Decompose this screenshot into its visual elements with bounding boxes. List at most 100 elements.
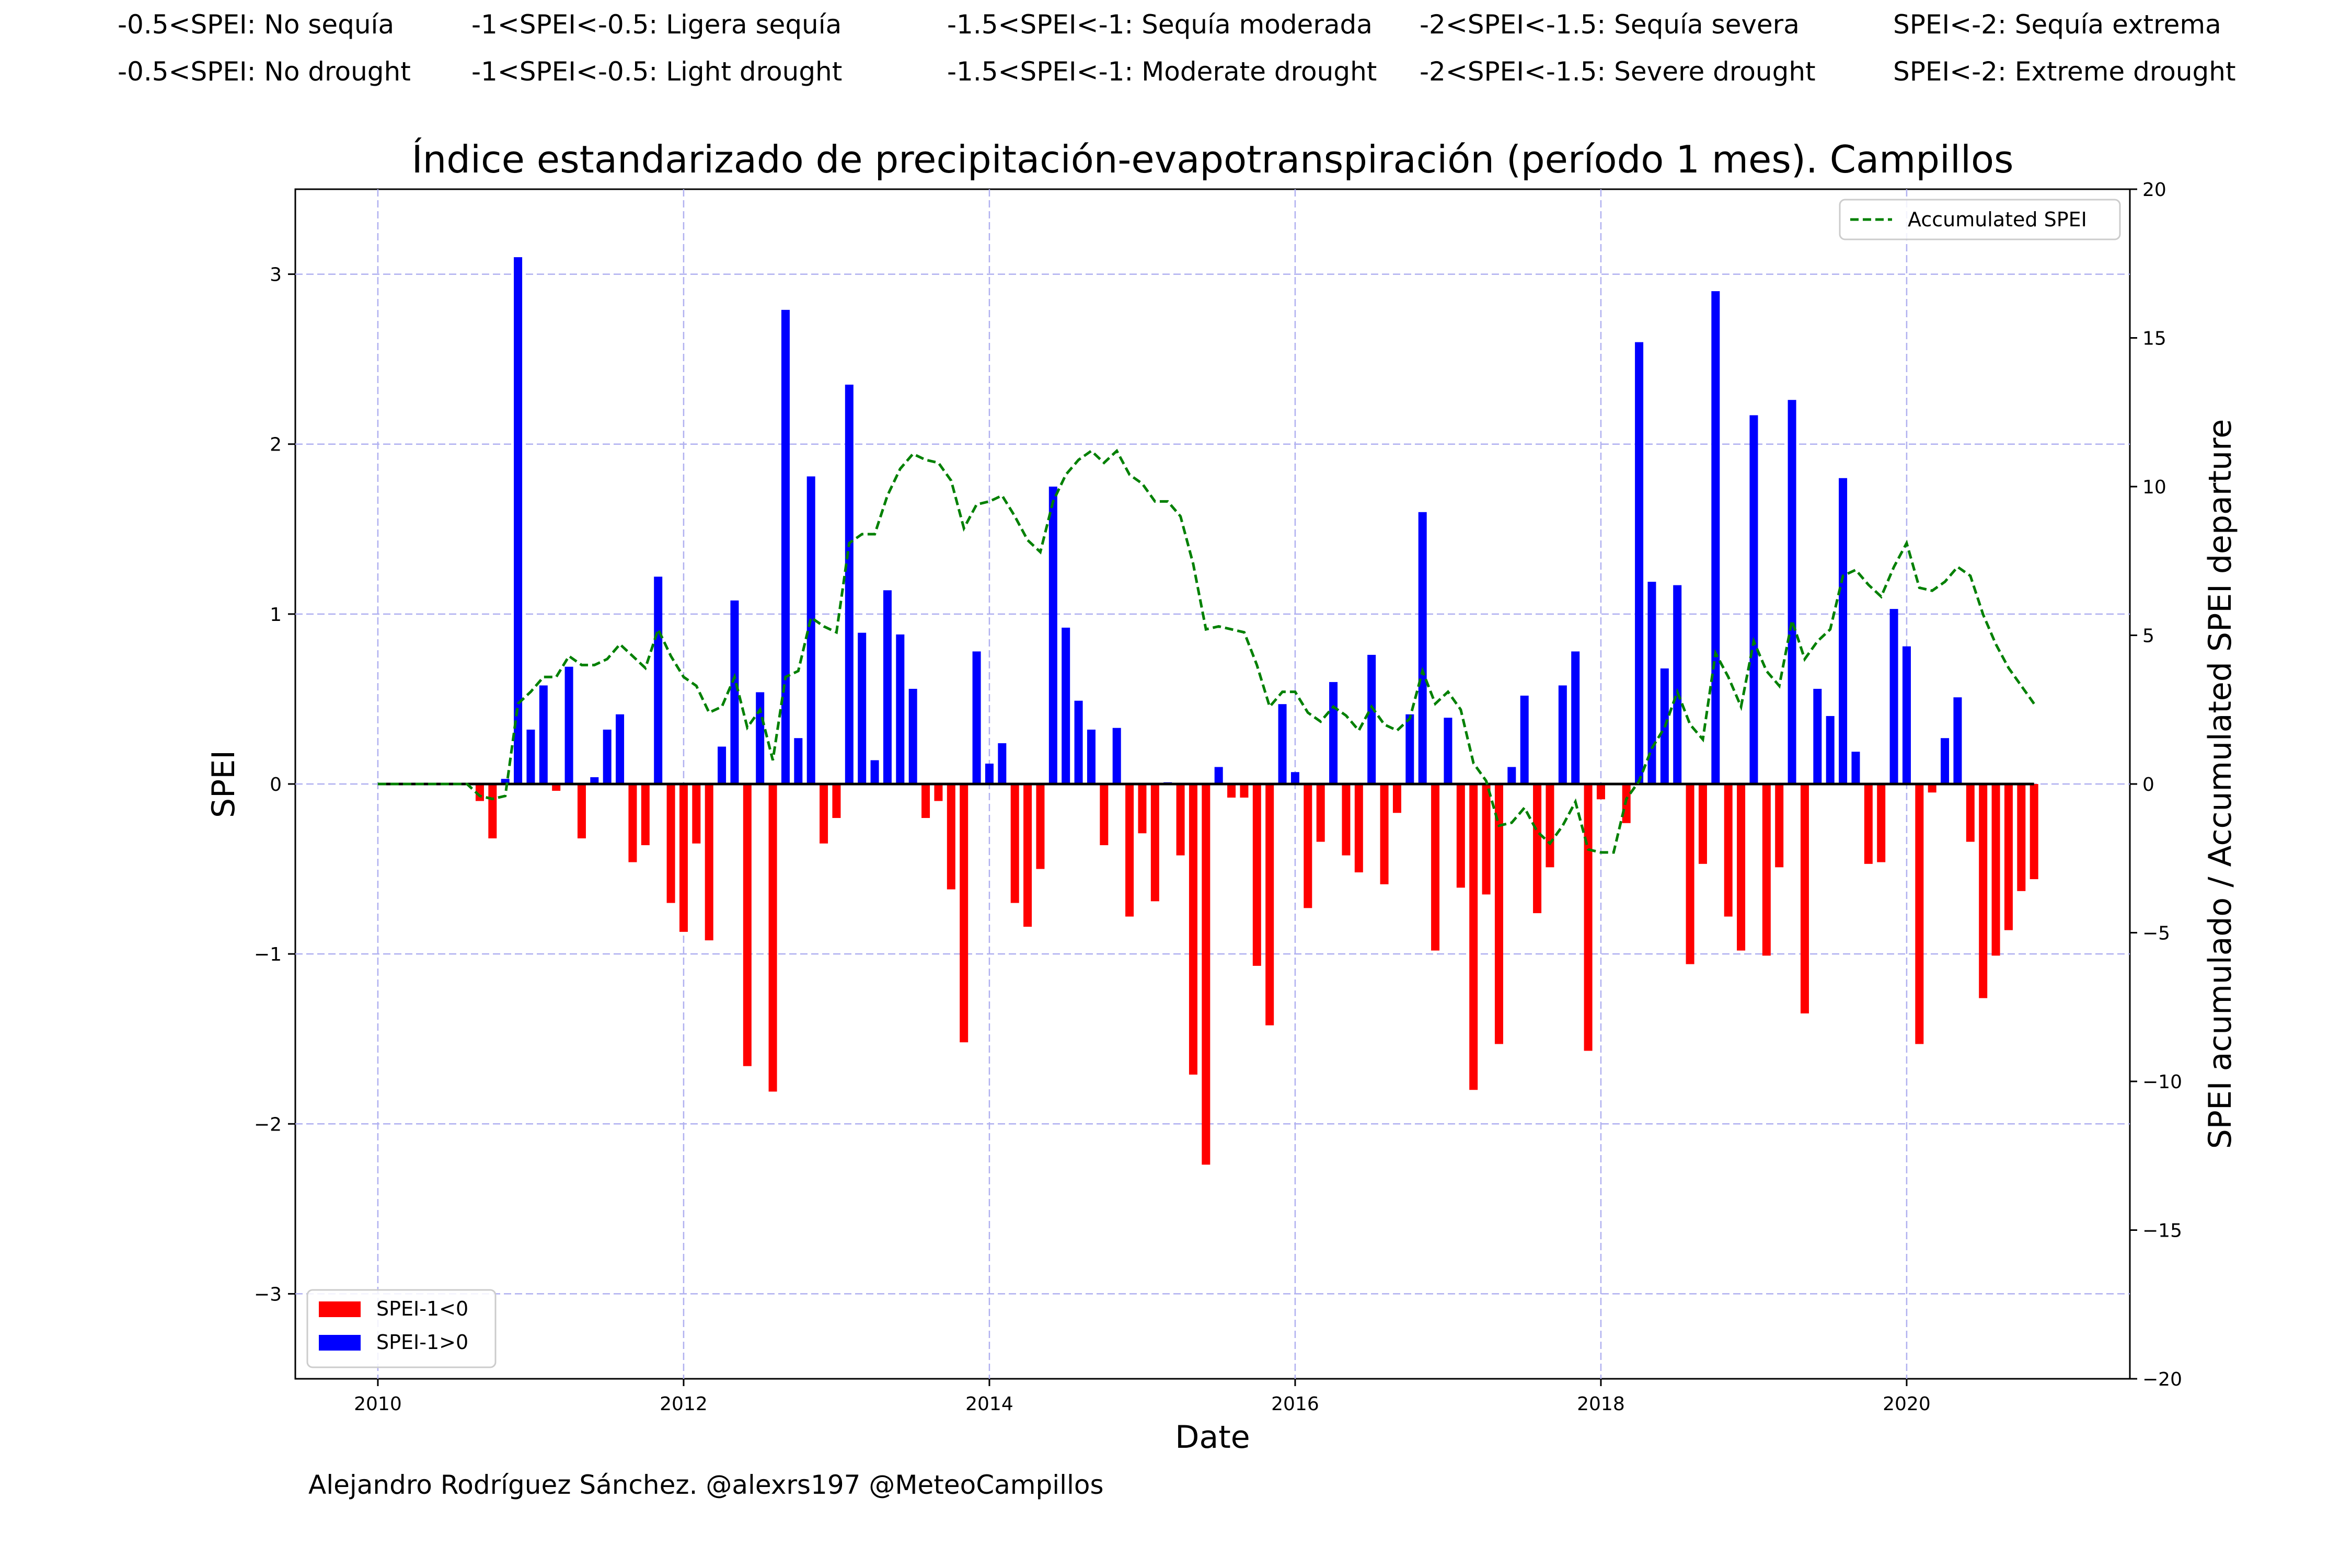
bar-legend-label: SPEI-1>0 [376,1331,468,1354]
class-label-spanish-2: -1.5<SPEI<-1: Sequía moderada [947,9,1373,40]
y-tick-label: −3 [254,1284,282,1305]
spei-bar [1902,646,1911,784]
spei-bar [1800,784,1809,1013]
line-legend-frame [1839,199,2121,240]
spei-bar [1889,609,1898,784]
spei-bar [1928,784,1936,793]
spei-bar [1482,784,1491,895]
spei-bar [1546,784,1554,868]
spei-bar [1444,718,1452,784]
spei-bar [1915,784,1924,1044]
spei-bar [1635,342,1644,784]
spei-bar [2004,784,2013,930]
spei-bar [820,784,828,844]
spei-bar [1240,784,1249,798]
y2-tick-label: −5 [2142,923,2170,944]
chart-title: Índice estandarizado de precipitación-ev… [411,137,2013,181]
spei-bar [1966,784,1975,842]
spei-bar [718,746,727,784]
spei-bar [921,784,930,818]
spei-bar [666,784,675,903]
spei-bar [1418,512,1427,784]
spei-bar [654,577,663,784]
class-label-spanish-1: -1<SPEI<-0.5: Ligera sequía [471,9,842,40]
spei-bar [1711,291,1720,784]
spei-bar [998,743,1007,784]
spei-bar [1278,704,1287,784]
spei-bar [1062,627,1070,784]
spei-bar [1176,784,1185,856]
spei-bar [985,763,994,784]
spei-bar [730,600,739,784]
spei-bar [616,714,625,784]
spei-bar [539,685,548,784]
spei-bar [1941,738,1950,784]
x-tick-label: 2010 [354,1393,402,1415]
spei-bar [679,784,688,932]
line-legend: Accumulated SPEI [1839,199,2121,240]
spei-bar [1953,697,1962,784]
spei-bar [1392,784,1401,813]
spei-bars [475,257,2038,1165]
spei-bar [1762,784,1771,956]
y2-tick-label: 15 [2142,328,2166,350]
spei-bar [1010,784,1019,903]
spei-bar [1252,784,1261,966]
y2-tick-label: 20 [2142,179,2166,201]
y2-axis-label: SPEI acumulado / Accumulated SPEI depart… [2202,419,2239,1149]
spei-bar [488,784,497,839]
spei-bar [743,784,752,1066]
spei-bar [628,784,637,862]
axis-ticks: 2010 2012 2014 2016 2018 2020−3−2−10123−20−15… [254,179,2182,1415]
spei-bar [590,777,599,784]
bar-legend: SPEI-1<0 SPEI-1>0 [306,1289,497,1368]
spei-bar [1813,688,1822,784]
class-label-spanish-0: -0.5<SPEI: No sequía [118,9,395,40]
x-tick-label: 2020 [1883,1393,1931,1415]
spei-bar [1469,784,1478,1090]
spei-bar [1202,784,1210,1165]
spei-bar [934,784,943,801]
spei-bar [705,784,713,941]
y2-tick-label: −15 [2142,1220,2182,1242]
spei-bar [1125,784,1134,917]
x-axis-label: Date [1175,1419,1250,1456]
class-label-spanish-3: -2<SPEI<-1.5: Sequía severa [1420,9,1800,40]
spei-bar [1189,784,1197,1075]
spei-bar [1304,784,1312,908]
y-axis-label: SPEI [205,750,242,818]
y-tick-label: −1 [254,944,282,965]
spei-bar [1112,728,1121,784]
spei-bar [1737,784,1746,951]
y2-tick-label: −10 [2142,1071,2182,1093]
spei-bar [908,688,917,784]
spei-bar [1494,784,1503,1044]
spei-bar [1329,682,1338,784]
spei-bar [1686,784,1694,964]
class-label-english-4: SPEI<-2: Extreme drought [1893,56,2236,87]
y2-tick-label: −20 [2142,1369,2182,1390]
class-label-english-0: -0.5<SPEI: No drought [118,56,411,87]
spei-bar [692,784,701,844]
spei-bar [768,784,777,1092]
spei-bar [781,309,790,784]
spei-bar [577,784,586,839]
spei-bar [1507,767,1516,784]
line-legend-label: Accumulated SPEI [1908,208,2087,231]
bar-legend-swatch [319,1335,361,1351]
spei-bar [1749,415,1758,784]
spei-bar [1316,784,1325,842]
spei-bar [845,384,854,784]
spei-bar [1354,784,1363,873]
spei-bar [794,738,803,784]
spei-bar [564,666,573,784]
spei-bar [1290,772,1299,784]
x-tick-label: 2012 [660,1393,708,1415]
spei-bar [1456,784,1465,888]
spei-bar [1571,651,1580,784]
spei-bar [641,784,650,846]
y2-tick-label: 5 [2142,626,2154,647]
spei-bar [603,729,612,784]
spei-bar [526,729,535,784]
